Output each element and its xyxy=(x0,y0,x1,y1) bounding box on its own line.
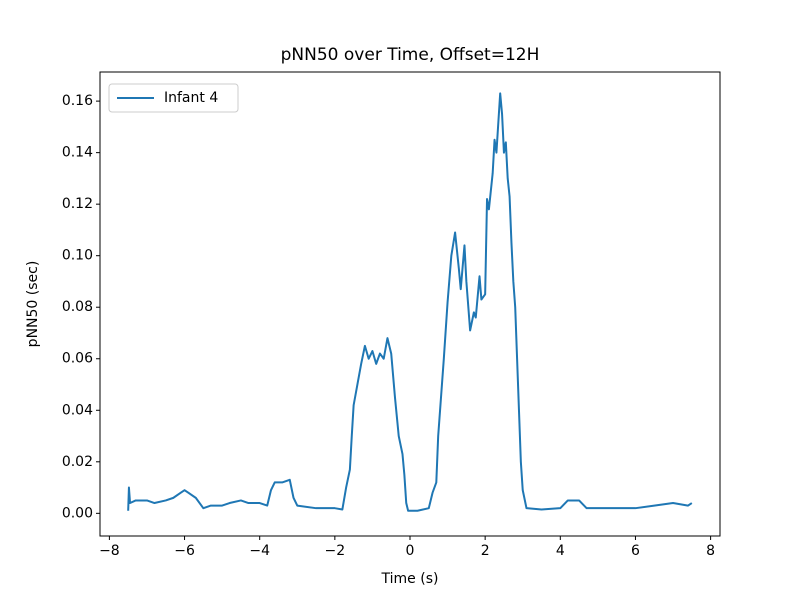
x-tick-label: −2 xyxy=(325,543,346,559)
y-tick-label: 0.12 xyxy=(62,196,93,212)
x-tick-label: −4 xyxy=(249,543,270,559)
x-axis-label: Time (s) xyxy=(381,571,439,587)
y-tick-label: 0.02 xyxy=(62,454,93,470)
x-tick-label: 0 xyxy=(406,543,415,559)
x-tick-label: −6 xyxy=(174,543,195,559)
x-tick-label: −8 xyxy=(99,543,120,559)
y-tick-label: 0.06 xyxy=(62,351,93,367)
y-axis-label: pNN50 (sec) xyxy=(25,261,41,348)
x-tick-label: 6 xyxy=(631,543,640,559)
y-tick-label: 0.04 xyxy=(62,402,93,418)
legend-label: Infant 4 xyxy=(164,90,218,106)
data-line xyxy=(127,92,693,512)
y-tick-label: 0.08 xyxy=(62,299,93,315)
plot-frame xyxy=(99,71,721,537)
x-tick-label: 2 xyxy=(481,543,490,559)
legend-box xyxy=(108,83,239,113)
x-tick-label: 4 xyxy=(556,543,565,559)
y-tick-label: 0.10 xyxy=(62,248,93,264)
y-tick-label: 0.00 xyxy=(62,505,93,521)
y-tick-label: 0.14 xyxy=(62,145,93,161)
x-tick-label: 8 xyxy=(706,543,715,559)
chart-title: pNN50 over Time, Offset=12H xyxy=(281,45,540,65)
y-tick-label: 0.16 xyxy=(62,93,93,109)
